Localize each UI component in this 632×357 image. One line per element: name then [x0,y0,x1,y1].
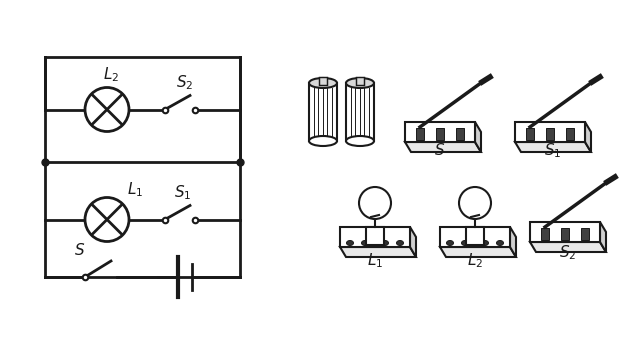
Bar [541,228,549,240]
Polygon shape [600,222,606,252]
Bar [366,227,384,245]
Polygon shape [530,242,606,252]
Ellipse shape [482,241,489,246]
Polygon shape [440,247,516,257]
Bar [346,83,374,141]
Ellipse shape [346,78,374,88]
Bar [515,122,585,142]
Bar [561,228,569,240]
Bar [566,128,574,140]
Ellipse shape [346,241,353,246]
Circle shape [459,187,491,219]
Text: $L_2$: $L_2$ [467,251,483,270]
Bar [405,122,475,142]
Bar [466,227,484,245]
Ellipse shape [446,241,454,246]
Text: $S$: $S$ [434,142,446,158]
Bar [319,77,327,85]
Bar [526,128,534,140]
Ellipse shape [461,241,468,246]
Ellipse shape [346,136,374,146]
Bar [340,227,410,247]
Ellipse shape [396,241,403,246]
Bar [440,227,510,247]
Ellipse shape [309,136,337,146]
Text: $L_1$: $L_1$ [127,181,143,199]
Bar [416,128,424,140]
Polygon shape [410,227,416,257]
Polygon shape [515,142,591,152]
Polygon shape [510,227,516,257]
Polygon shape [475,122,481,152]
Bar [309,83,337,141]
Polygon shape [585,122,591,152]
Text: $S_2$: $S_2$ [176,74,193,92]
Text: $S_1$: $S_1$ [174,183,191,202]
Circle shape [359,187,391,219]
Ellipse shape [309,78,337,88]
Text: $S_2$: $S_2$ [559,243,576,262]
Bar [436,128,444,140]
Bar [456,128,464,140]
Text: $L_1$: $L_1$ [367,251,383,270]
Bar [356,77,364,85]
Text: $S$: $S$ [75,242,85,258]
Polygon shape [340,247,416,257]
Ellipse shape [382,241,389,246]
Bar [581,228,589,240]
Polygon shape [405,142,481,152]
Bar [530,222,600,242]
Circle shape [85,87,129,131]
Text: $L_2$: $L_2$ [103,65,119,84]
Ellipse shape [497,241,504,246]
Bar [546,128,554,140]
Text: $S_1$: $S_1$ [544,141,562,160]
Ellipse shape [362,241,368,246]
Circle shape [85,197,129,241]
